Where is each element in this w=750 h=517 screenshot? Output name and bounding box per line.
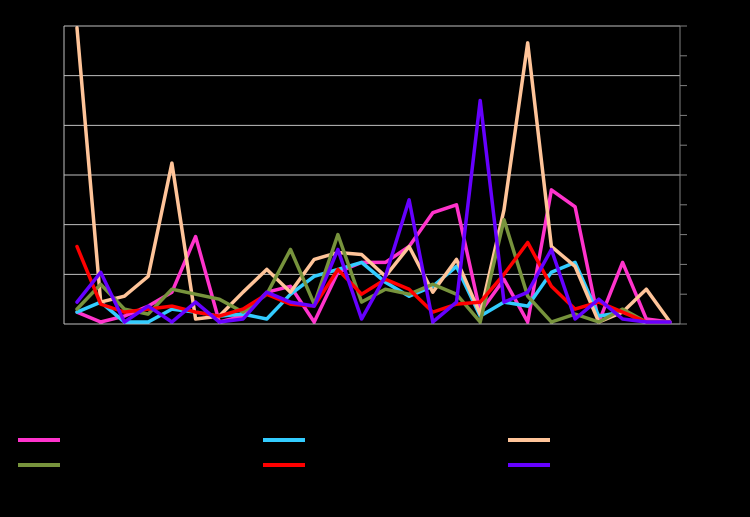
series-lines [75,26,672,324]
legend [18,438,550,467]
axes [63,25,687,325]
series-line-1 [75,188,672,324]
series-line-6 [75,98,672,324]
series-line-3 [75,26,672,324]
